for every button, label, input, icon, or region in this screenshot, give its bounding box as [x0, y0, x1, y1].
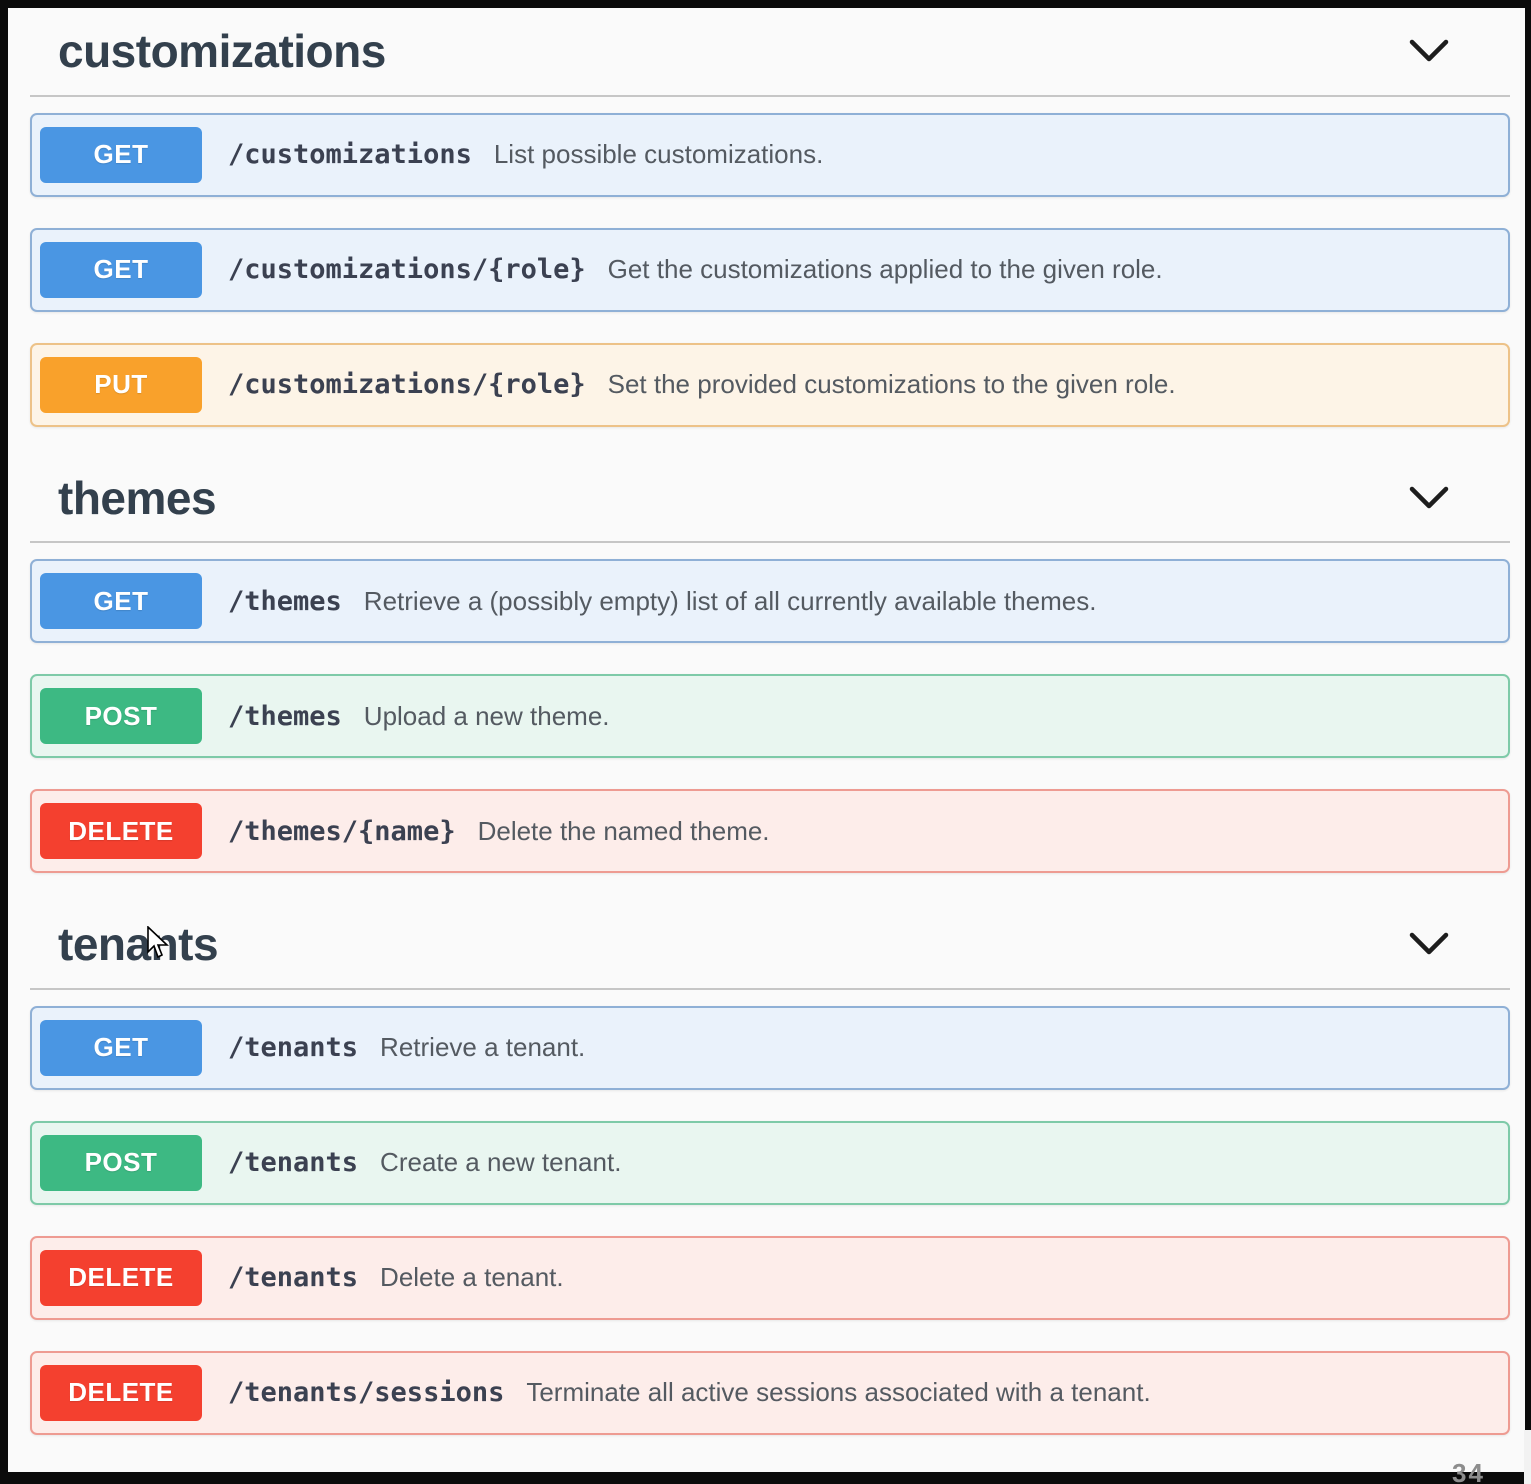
- method-badge: POST: [40, 688, 202, 745]
- operation-row[interactable]: DELETE /tenants/sessions Terminate all a…: [30, 1350, 1510, 1435]
- operation-description: Delete the named theme.: [477, 815, 770, 846]
- method-badge: DELETE: [40, 803, 202, 860]
- operation-row[interactable]: GET /tenants Retrieve a tenant.: [30, 1005, 1510, 1090]
- operations-list: GET /tenants Retrieve a tenant. POST /te…: [30, 1005, 1510, 1435]
- operation-row[interactable]: PUT /customizations/{role} Set the provi…: [30, 342, 1510, 427]
- operations-list: GET /customizations List possible custom…: [30, 112, 1510, 427]
- chevron-down-icon[interactable]: [1408, 38, 1450, 64]
- operation-path[interactable]: /customizations/{role}: [228, 254, 586, 286]
- operation-description: Set the provided customizations to the g…: [607, 369, 1176, 400]
- operation-description: Retrieve a tenant.: [380, 1032, 586, 1063]
- operation-path[interactable]: /tenants: [228, 1147, 359, 1179]
- operation-description: Delete a tenant.: [380, 1262, 564, 1293]
- frame-corner-notch: [1524, 1430, 1531, 1484]
- operation-row[interactable]: GET /customizations/{role} Get the custo…: [30, 227, 1510, 312]
- method-badge: POST: [40, 1134, 202, 1191]
- method-badge: GET: [40, 126, 202, 183]
- operation-path[interactable]: /customizations/{role}: [228, 369, 586, 401]
- method-badge: GET: [40, 573, 202, 630]
- page-number-fragment: 34: [1452, 1458, 1485, 1484]
- operation-row[interactable]: GET /customizations List possible custom…: [30, 112, 1510, 197]
- api-tag-section-customizations: customizations GET /customizations List …: [30, 26, 1510, 427]
- section-header[interactable]: themes: [30, 471, 1510, 544]
- operation-path[interactable]: /customizations: [228, 139, 472, 171]
- operation-path[interactable]: /themes/{name}: [228, 815, 456, 847]
- chevron-down-icon[interactable]: [1408, 485, 1450, 511]
- operation-description: List possible customizations.: [493, 139, 824, 170]
- api-tag-section-themes: themes GET /themes Retrieve a (possibly …: [30, 471, 1510, 874]
- operation-row[interactable]: GET /themes Retrieve a (possibly empty) …: [30, 559, 1510, 644]
- operation-path[interactable]: /themes: [228, 700, 342, 732]
- api-tag-section-tenants: tenants GET /tenants Retrieve a tenant. …: [30, 919, 1510, 1435]
- method-badge: DELETE: [40, 1249, 202, 1306]
- section-title: customizations: [58, 25, 386, 77]
- chevron-down-icon[interactable]: [1408, 931, 1450, 957]
- operation-description: Terminate all active sessions associated…: [526, 1377, 1151, 1408]
- method-badge: DELETE: [40, 1364, 202, 1421]
- operation-path[interactable]: /tenants: [228, 1032, 359, 1064]
- api-docs-panel: customizations GET /customizations List …: [8, 8, 1525, 1472]
- section-title: tenants: [58, 918, 219, 971]
- operation-path[interactable]: /tenants/sessions: [228, 1377, 505, 1409]
- operation-row[interactable]: POST /tenants Create a new tenant.: [30, 1120, 1510, 1205]
- method-badge: GET: [40, 241, 202, 298]
- operation-path[interactable]: /tenants: [228, 1262, 359, 1294]
- section-title: themes: [58, 471, 217, 524]
- operation-description: Get the customizations applied to the gi…: [607, 254, 1163, 285]
- operations-list: GET /themes Retrieve a (possibly empty) …: [30, 559, 1510, 874]
- operation-row[interactable]: DELETE /themes/{name} Delete the named t…: [30, 789, 1510, 874]
- section-header[interactable]: customizations: [30, 26, 1510, 97]
- operation-row[interactable]: DELETE /tenants Delete a tenant.: [30, 1235, 1510, 1320]
- operation-description: Retrieve a (possibly empty) list of all …: [363, 585, 1097, 616]
- operation-path[interactable]: /themes: [228, 585, 342, 617]
- operation-description: Upload a new theme.: [363, 700, 610, 731]
- operation-row[interactable]: POST /themes Upload a new theme.: [30, 674, 1510, 759]
- method-badge: PUT: [40, 356, 202, 413]
- operation-description: Create a new tenant.: [380, 1147, 622, 1178]
- method-badge: GET: [40, 1019, 202, 1076]
- section-header[interactable]: tenants: [30, 919, 1510, 990]
